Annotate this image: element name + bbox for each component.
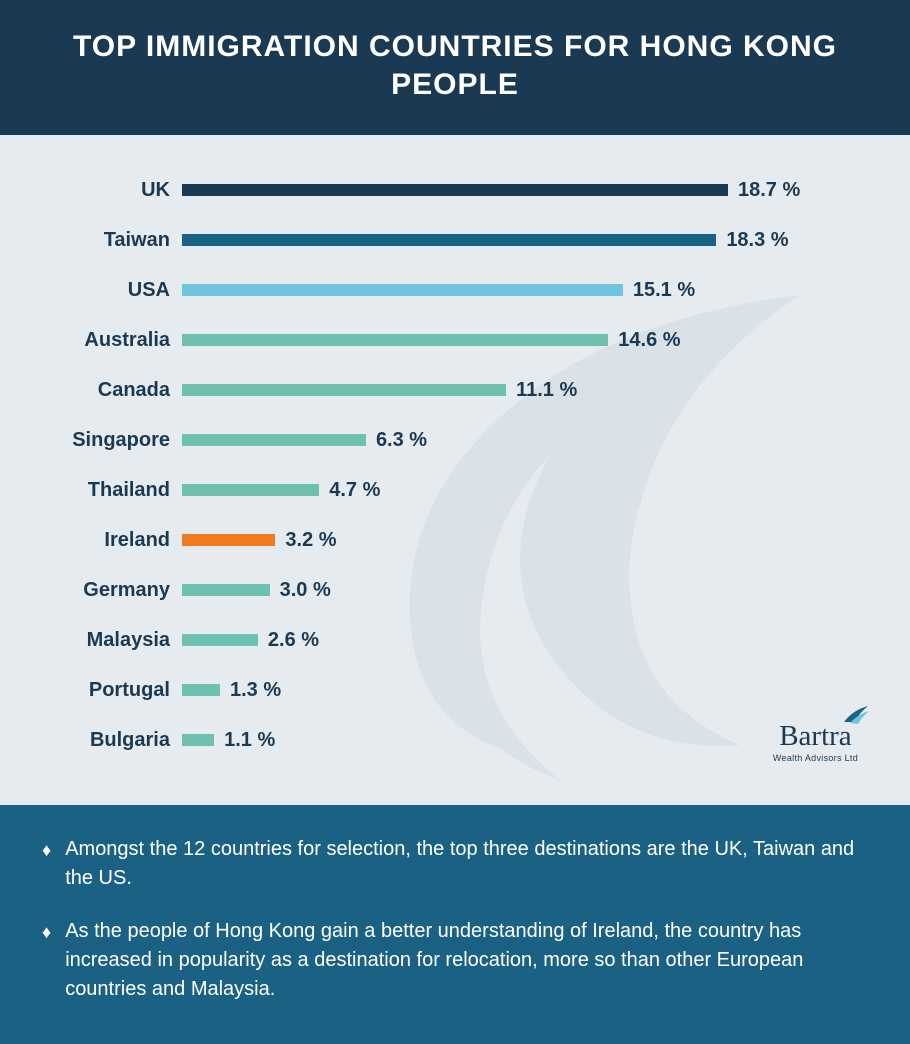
bar (182, 334, 608, 346)
chart-row: Singapore 6.3 % (40, 415, 870, 465)
chart-row: Malaysia 2.6 % (40, 615, 870, 665)
value-label: 11.1 % (516, 379, 577, 402)
country-label: Malaysia (40, 629, 170, 652)
chart-row: Australia 14.6 % (40, 315, 870, 365)
country-label: Ireland (40, 529, 170, 552)
country-label: Thailand (40, 479, 170, 502)
bar-track: 4.7 % (182, 479, 870, 502)
value-label: 6.3 % (376, 429, 427, 452)
chart-row: Thailand 4.7 % (40, 465, 870, 515)
bar-track: 15.1 % (182, 279, 870, 302)
bird-icon (842, 704, 870, 726)
chart-panel: UK 18.7 % Taiwan 18.3 % USA 15.1 % Australia 14… (0, 135, 910, 805)
bar (182, 384, 506, 396)
value-label: 18.3 % (726, 229, 788, 252)
bar-track: 14.6 % (182, 329, 870, 352)
bar (182, 734, 214, 746)
bar (182, 534, 275, 546)
value-label: 1.1 % (224, 729, 275, 752)
diamond-icon: ♦ (42, 837, 51, 893)
country-label: Singapore (40, 429, 170, 452)
bar-track: 1.1 % (182, 729, 870, 752)
bullet-text: As the people of Hong Kong gain a better… (65, 917, 868, 1004)
footer-bullet: ♦ As the people of Hong Kong gain a bett… (42, 917, 868, 1004)
bar-track: 6.3 % (182, 429, 870, 452)
value-label: 3.0 % (280, 579, 331, 602)
footer-bullet: ♦ Amongst the 12 countries for selection… (42, 835, 868, 893)
bar (182, 184, 728, 196)
country-label: Portugal (40, 679, 170, 702)
bar (182, 234, 716, 246)
country-label: USA (40, 279, 170, 302)
value-label: 4.7 % (329, 479, 380, 502)
chart-row: Ireland 3.2 % (40, 515, 870, 565)
bar-track: 18.3 % (182, 229, 870, 252)
bar-track: 3.0 % (182, 579, 870, 602)
brand-logo: Bartra Wealth Advisors Ltd (773, 722, 858, 763)
value-label: 3.2 % (285, 529, 336, 552)
country-label: Canada (40, 379, 170, 402)
logo-text: Bartra (773, 722, 858, 751)
country-label: Germany (40, 579, 170, 602)
country-label: Bulgaria (40, 729, 170, 752)
bar (182, 484, 319, 496)
chart-row: Portugal 1.3 % (40, 665, 870, 715)
country-label: UK (40, 179, 170, 202)
value-label: 1.3 % (230, 679, 281, 702)
bar (182, 284, 623, 296)
value-label: 18.7 % (738, 179, 800, 202)
country-label: Taiwan (40, 229, 170, 252)
diamond-icon: ♦ (42, 919, 51, 1004)
chart-row: Canada 11.1 % (40, 365, 870, 415)
chart-row: Bulgaria 1.1 % (40, 715, 870, 765)
page-title: TOP IMMIGRATION COUNTRIES FOR HONG KONG … (0, 0, 910, 135)
chart-row: USA 15.1 % (40, 265, 870, 315)
bar (182, 684, 220, 696)
bar-track: 3.2 % (182, 529, 870, 552)
bar-track: 11.1 % (182, 379, 870, 402)
bar (182, 584, 270, 596)
bar (182, 434, 366, 446)
bar-track: 1.3 % (182, 679, 870, 702)
value-label: 2.6 % (268, 629, 319, 652)
chart-row: Taiwan 18.3 % (40, 215, 870, 265)
bullet-text: Amongst the 12 countries for selection, … (65, 835, 868, 893)
bar-track: 18.7 % (182, 179, 870, 202)
bar-track: 2.6 % (182, 629, 870, 652)
bar (182, 634, 258, 646)
chart-row: UK 18.7 % (40, 165, 870, 215)
footer-panel: ♦ Amongst the 12 countries for selection… (0, 805, 910, 1044)
country-label: Australia (40, 329, 170, 352)
chart-row: Germany 3.0 % (40, 565, 870, 615)
value-label: 15.1 % (633, 279, 695, 302)
logo-subtitle: Wealth Advisors Ltd (773, 753, 858, 763)
value-label: 14.6 % (618, 329, 680, 352)
